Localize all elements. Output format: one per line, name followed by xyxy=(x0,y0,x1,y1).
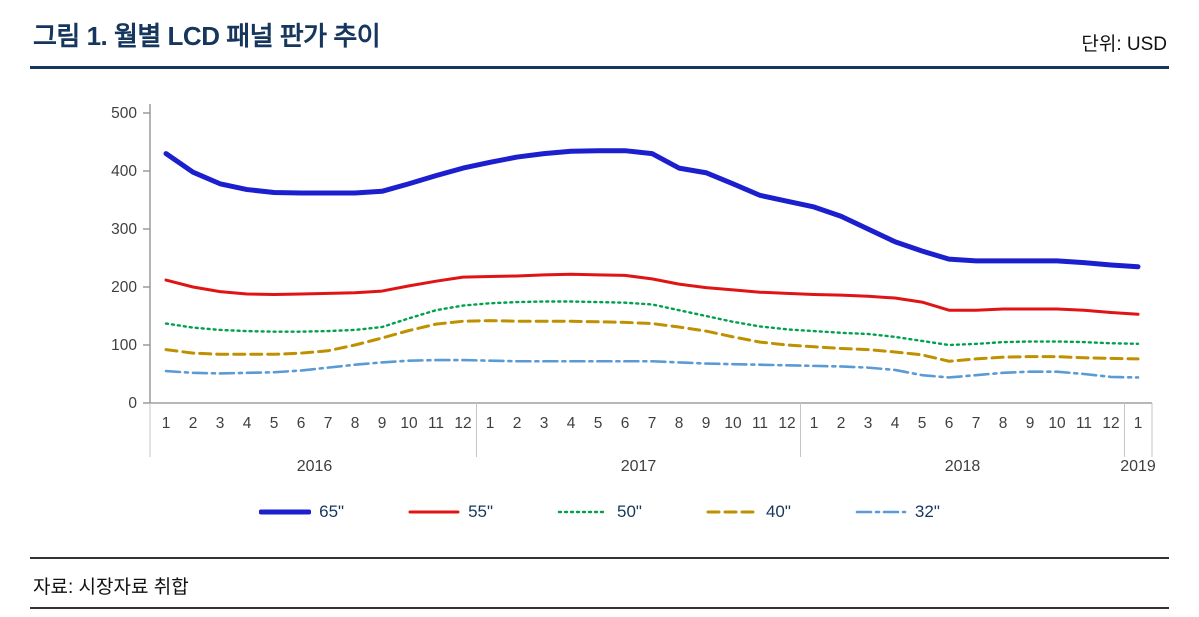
legend-swatch-50-line xyxy=(557,510,609,514)
svg-text:3: 3 xyxy=(540,415,549,432)
svg-text:10: 10 xyxy=(1048,415,1066,432)
svg-text:12: 12 xyxy=(1102,415,1119,432)
svg-text:10: 10 xyxy=(724,415,742,432)
source-text: 자료: 시장자료 취합 xyxy=(33,577,189,598)
svg-text:4: 4 xyxy=(243,415,252,432)
svg-text:9: 9 xyxy=(702,415,711,432)
svg-text:500: 500 xyxy=(111,105,137,122)
figure-title: 그림 1. 월별 LCD 패널 판가 추이 xyxy=(33,21,381,51)
legend-item-65: 65" xyxy=(259,502,344,522)
svg-text:9: 9 xyxy=(1026,415,1035,432)
svg-text:8: 8 xyxy=(675,415,684,432)
svg-text:7: 7 xyxy=(648,415,657,432)
svg-text:100: 100 xyxy=(111,337,137,354)
header-divider xyxy=(30,66,1169,69)
legend-label-40: 40" xyxy=(765,502,791,521)
svg-text:2016: 2016 xyxy=(297,458,333,475)
svg-text:9: 9 xyxy=(378,415,387,432)
svg-text:8: 8 xyxy=(351,415,360,432)
svg-text:11: 11 xyxy=(752,415,768,432)
svg-text:0: 0 xyxy=(128,395,137,412)
svg-text:11: 11 xyxy=(428,415,444,432)
svg-text:8: 8 xyxy=(999,415,1008,432)
svg-text:6: 6 xyxy=(945,415,954,432)
legend-item-32: 32" xyxy=(855,502,940,522)
svg-text:4: 4 xyxy=(567,415,576,432)
svg-text:300: 300 xyxy=(111,221,137,238)
svg-text:5: 5 xyxy=(594,415,603,432)
svg-text:1: 1 xyxy=(162,415,171,432)
svg-text:3: 3 xyxy=(864,415,873,432)
svg-text:7: 7 xyxy=(972,415,981,432)
svg-text:2: 2 xyxy=(513,415,522,432)
svg-text:3: 3 xyxy=(216,415,225,432)
legend-swatch-65-line xyxy=(259,509,312,515)
legend-swatch-40-line xyxy=(706,510,758,514)
svg-text:5: 5 xyxy=(270,415,279,432)
svg-text:12: 12 xyxy=(778,415,795,432)
svg-text:400: 400 xyxy=(111,163,137,180)
svg-text:2: 2 xyxy=(189,415,198,432)
legend-item-40: 40" xyxy=(706,502,791,522)
svg-text:2017: 2017 xyxy=(621,458,657,475)
svg-text:1: 1 xyxy=(1134,415,1143,432)
legend-label-32: 32" xyxy=(914,502,940,521)
footer-divider-bottom xyxy=(30,607,1169,609)
svg-text:4: 4 xyxy=(891,415,900,432)
svg-text:1: 1 xyxy=(810,415,819,432)
legend-item-50: 50" xyxy=(557,502,642,522)
chart-legend: 65" 55" 50" 40" 32" xyxy=(0,502,1199,522)
svg-text:12: 12 xyxy=(454,415,471,432)
svg-text:11: 11 xyxy=(1076,415,1092,432)
svg-text:7: 7 xyxy=(324,415,333,432)
svg-text:5: 5 xyxy=(918,415,927,432)
legend-label-55: 55" xyxy=(468,502,494,521)
unit-label: 단위: USD xyxy=(1081,34,1167,55)
legend-item-55: 55" xyxy=(408,502,493,522)
footer-divider-top xyxy=(30,557,1169,559)
svg-text:2019: 2019 xyxy=(1120,458,1156,475)
svg-text:200: 200 xyxy=(111,279,137,296)
svg-text:1: 1 xyxy=(486,415,495,432)
legend-swatch-32-line xyxy=(855,510,907,514)
svg-text:10: 10 xyxy=(400,415,418,432)
svg-text:2018: 2018 xyxy=(945,458,981,475)
svg-text:6: 6 xyxy=(297,415,306,432)
legend-label-65: 65" xyxy=(319,502,345,521)
svg-text:2: 2 xyxy=(837,415,846,432)
legend-swatch-55-line xyxy=(408,510,460,514)
legend-label-50: 50" xyxy=(617,502,642,521)
svg-text:6: 6 xyxy=(621,415,630,432)
